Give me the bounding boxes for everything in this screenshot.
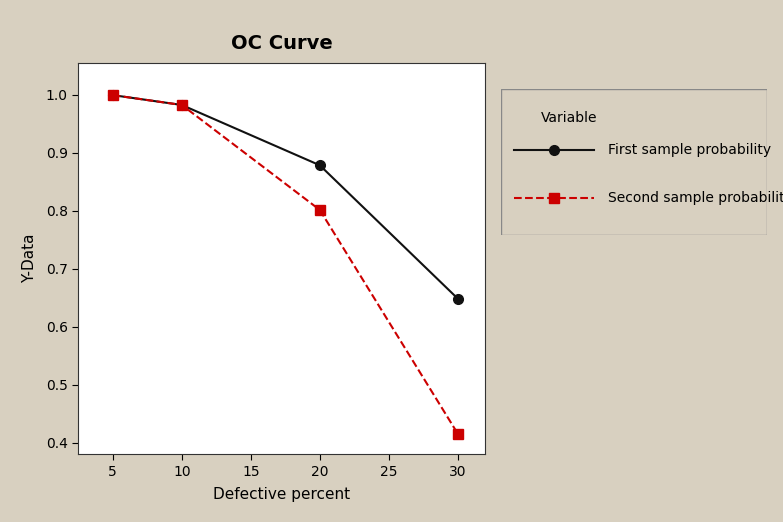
Text: Variable: Variable: [541, 111, 597, 125]
Y-axis label: Y-Data: Y-Data: [23, 234, 38, 283]
Text: First sample probability: First sample probability: [608, 143, 770, 157]
Title: OC Curve: OC Curve: [231, 34, 333, 53]
X-axis label: Defective percent: Defective percent: [213, 487, 351, 502]
Text: Second sample probability: Second sample probability: [608, 192, 783, 205]
